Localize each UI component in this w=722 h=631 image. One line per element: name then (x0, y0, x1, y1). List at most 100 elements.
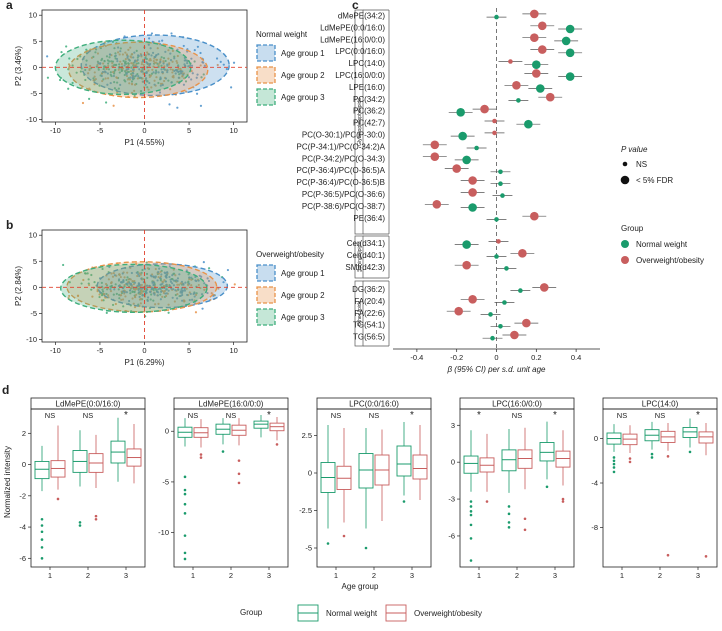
data-point (60, 51, 63, 54)
data-point (140, 271, 143, 275)
data-point (62, 263, 65, 267)
data-point (196, 45, 199, 48)
data-point (167, 311, 170, 314)
data-point (131, 53, 134, 56)
data-point (86, 272, 89, 275)
data-point (123, 64, 126, 67)
y-tick-label: -2 (19, 491, 26, 500)
y-tick-label: -4 (591, 479, 598, 488)
data-point (140, 63, 143, 66)
data-point (201, 61, 204, 64)
data-point (150, 72, 154, 75)
lipid-label: PE(36:4) (353, 214, 385, 223)
plot-frame (30, 408, 146, 568)
data-point (116, 60, 119, 63)
data-point (149, 57, 152, 61)
data-point (150, 32, 154, 35)
data-point (88, 68, 91, 72)
outlier-point (628, 457, 632, 460)
data-point (96, 52, 100, 55)
data-point (141, 67, 144, 70)
data-point (90, 288, 93, 291)
outlier-point (507, 521, 511, 524)
data-point (179, 72, 183, 75)
data-point (170, 32, 173, 35)
data-point (100, 74, 103, 78)
y-tick-label: -6 (448, 531, 455, 540)
data-point (158, 40, 161, 43)
significance-label: * (553, 410, 557, 421)
lipid-label: LPC(16:0/0:0) (335, 71, 385, 80)
data-point (139, 76, 142, 79)
data-point (150, 54, 153, 57)
data-point (216, 63, 219, 67)
x-tick-label: 0.2 (531, 353, 541, 362)
data-point (166, 71, 169, 74)
significance-label: * (477, 410, 481, 421)
panel-label: a (6, 0, 13, 12)
legend-marker (621, 240, 629, 248)
estimate-point (508, 59, 513, 64)
legend-label: Age group 3 (281, 313, 325, 322)
estimate-point (502, 300, 507, 305)
data-point (186, 61, 189, 65)
data-point (116, 81, 119, 84)
data-point (163, 79, 166, 83)
significance-label: * (267, 410, 271, 421)
data-point (130, 66, 133, 69)
outlier-point (56, 497, 60, 501)
x-tick-label: 2 (86, 571, 90, 580)
outlier-point (688, 450, 692, 454)
data-point (202, 73, 205, 76)
data-point (152, 71, 155, 74)
outlier-point (94, 514, 98, 518)
data-point (123, 61, 127, 64)
data-point (93, 281, 96, 284)
data-point (186, 59, 189, 63)
confidence-ellipse (80, 34, 230, 97)
estimate-point (430, 152, 440, 161)
data-point (105, 292, 108, 296)
data-point (115, 57, 119, 61)
legend-label: Normal weight (636, 240, 688, 249)
y-tick-label: -5 (30, 89, 37, 98)
data-point (152, 59, 155, 63)
legend-label: NS (636, 160, 647, 169)
estimate-point (490, 335, 495, 341)
data-point (93, 71, 96, 74)
data-point (115, 63, 118, 67)
data-point (145, 79, 148, 82)
estimate-point (430, 140, 440, 150)
data-point (158, 91, 162, 94)
estimate-point (494, 254, 499, 259)
y-tick-label: 0 (22, 460, 26, 469)
estimate-point (468, 203, 477, 212)
data-point (114, 68, 117, 72)
data-point (96, 63, 99, 67)
data-point (191, 72, 194, 75)
y-tick-label: 3 (451, 421, 455, 430)
data-point (176, 106, 179, 109)
y-tick-label: 0 (33, 63, 37, 72)
data-point (84, 68, 87, 72)
data-point (121, 53, 125, 56)
lipid-label: DG(36:2) (352, 285, 385, 294)
y-axis-label: Normalized intensity (3, 446, 12, 518)
y-tick-label: 0 (594, 434, 598, 443)
data-point (132, 56, 135, 59)
data-point (133, 89, 136, 92)
lipid-label: LdMePE(16:0/0:0) (320, 35, 385, 44)
outlier-point (469, 510, 473, 513)
data-point (155, 76, 158, 79)
estimate-point (510, 330, 519, 340)
outlier-point (275, 443, 279, 446)
data-point (133, 60, 137, 63)
x-tick-label: 2 (229, 571, 233, 580)
data-point (97, 62, 100, 65)
data-point (226, 268, 230, 272)
outlier-point (199, 456, 203, 459)
legend-title: Group (240, 608, 263, 617)
data-point (110, 74, 113, 78)
y-axis-label: P2 (2.84%) (14, 266, 23, 306)
significance-label: NS (512, 411, 522, 420)
